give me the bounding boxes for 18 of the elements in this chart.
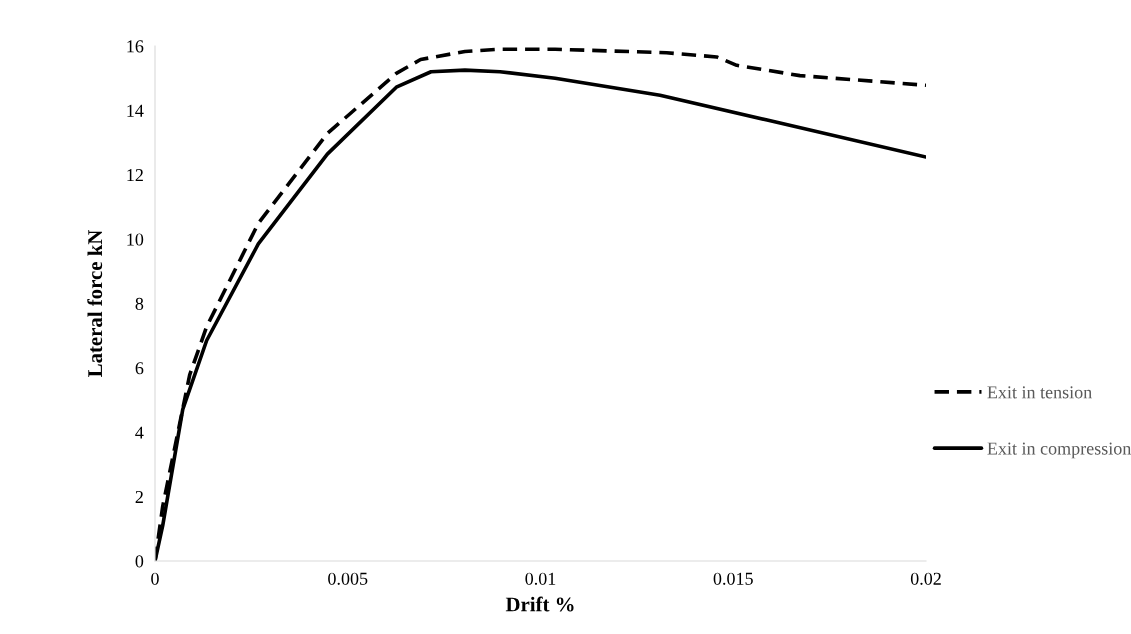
x-tick-label: 0.015 — [713, 572, 753, 585]
x-tick-label: 0 — [151, 572, 159, 585]
y-tick-label: 4 — [135, 426, 144, 439]
x-tick-label: 0.01 — [525, 572, 556, 585]
legend-label: Exit in compression — [987, 442, 1131, 459]
y-tick-label: 14 — [127, 104, 144, 117]
y-tick-label: 0 — [135, 555, 144, 568]
x-axis-title: Drift % — [505, 596, 574, 612]
y-tick-label: 16 — [127, 40, 144, 53]
x-tick-label: 0.005 — [328, 572, 368, 585]
y-tick-label: 8 — [135, 297, 144, 310]
x-tick-label: 0.02 — [910, 572, 941, 585]
y-tick-label: 6 — [135, 362, 144, 375]
y-axis-title: Lateral force kN — [87, 229, 103, 378]
y-tick-label: 2 — [135, 490, 143, 503]
y-tick-label: 10 — [127, 233, 144, 246]
y-tick-label: 12 — [127, 169, 143, 182]
legend-label: Exit in tension — [987, 386, 1092, 399]
